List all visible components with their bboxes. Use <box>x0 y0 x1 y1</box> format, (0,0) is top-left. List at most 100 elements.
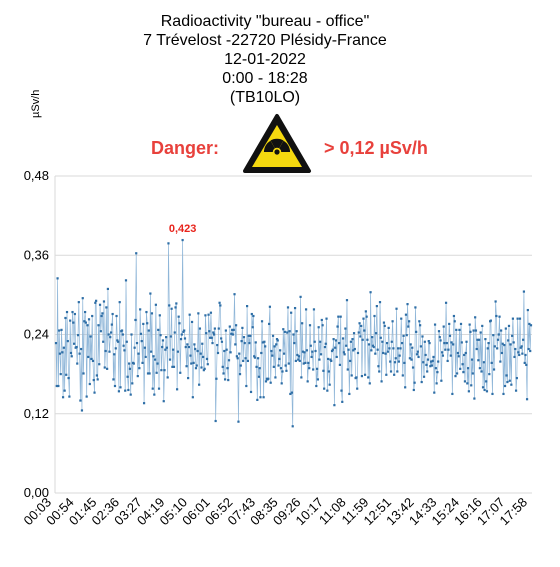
data-point <box>183 329 186 332</box>
data-point <box>448 334 452 337</box>
data-point <box>384 352 387 355</box>
data-point <box>189 354 192 357</box>
data-point <box>122 344 125 347</box>
data-point <box>521 352 524 355</box>
data-point <box>356 351 360 355</box>
data-point <box>372 345 375 349</box>
data-point <box>317 326 320 329</box>
data-point <box>249 390 253 394</box>
data-point <box>231 333 235 336</box>
data-point <box>116 339 119 342</box>
data-point <box>194 367 198 370</box>
data-point <box>264 380 268 383</box>
data-point <box>163 369 166 372</box>
data-point <box>323 345 327 349</box>
data-point <box>345 299 349 302</box>
data-point <box>285 369 288 372</box>
data-point <box>304 361 307 364</box>
data-point <box>425 363 428 366</box>
data-point <box>374 332 378 335</box>
data-point <box>416 350 419 353</box>
data-point <box>264 345 267 348</box>
data-point <box>292 333 295 336</box>
data-point <box>297 355 301 358</box>
y-tick-label: 0,48 <box>24 168 49 183</box>
data-point <box>430 364 434 367</box>
data-point <box>518 317 522 320</box>
data-point <box>268 305 272 308</box>
data-point <box>195 364 198 367</box>
data-point <box>144 355 147 359</box>
data-point <box>251 326 254 329</box>
data-point <box>135 341 139 345</box>
data-point <box>373 314 376 318</box>
data-point <box>343 353 346 356</box>
data-point <box>290 391 294 394</box>
data-point <box>409 343 412 346</box>
data-point <box>464 351 467 355</box>
data-point <box>426 358 430 361</box>
data-point <box>293 341 296 345</box>
data-point <box>366 338 369 341</box>
data-point <box>352 349 355 352</box>
data-point <box>454 375 457 378</box>
data-point <box>385 341 389 345</box>
data-point <box>420 380 423 384</box>
data-point <box>526 308 529 312</box>
data-point <box>407 325 410 328</box>
data-point <box>243 341 246 345</box>
data-point <box>168 304 171 307</box>
data-point <box>516 317 519 320</box>
data-point <box>218 301 221 304</box>
data-point <box>314 349 317 353</box>
data-point <box>89 335 92 338</box>
data-point <box>98 303 102 306</box>
data-point <box>210 336 213 339</box>
data-point <box>253 355 256 358</box>
data-point <box>452 314 456 318</box>
data-point <box>179 338 183 341</box>
data-point <box>308 367 311 370</box>
data-point <box>467 390 470 393</box>
data-point <box>415 353 419 356</box>
data-point <box>187 376 190 380</box>
data-point <box>482 361 485 364</box>
data-point <box>87 355 90 359</box>
data-point <box>231 328 234 331</box>
data-point <box>220 337 223 340</box>
data-point <box>66 340 69 343</box>
data-point <box>158 314 161 317</box>
data-point <box>500 329 503 332</box>
data-point <box>478 338 481 341</box>
data-point <box>455 328 458 331</box>
data-point <box>196 349 199 353</box>
data-point <box>390 340 393 343</box>
data-point <box>228 325 231 328</box>
grid-lines <box>54 175 532 494</box>
data-point <box>55 384 58 388</box>
data-point <box>217 327 220 330</box>
data-point <box>81 297 84 300</box>
data-point <box>470 384 473 387</box>
data-point <box>216 343 219 347</box>
data-point <box>187 345 191 349</box>
data-point <box>184 345 187 349</box>
data-point <box>183 337 187 340</box>
data-point <box>358 322 361 325</box>
data-point <box>247 334 250 337</box>
data-point <box>295 330 298 333</box>
data-point <box>205 332 208 335</box>
data-point <box>72 321 75 324</box>
data-point <box>261 341 264 344</box>
data-point <box>232 328 235 331</box>
data-point <box>117 390 121 393</box>
data-point <box>252 314 255 318</box>
data-point <box>418 320 421 323</box>
data-point <box>460 341 463 344</box>
data-point <box>179 371 182 374</box>
data-point <box>402 334 405 337</box>
data-point <box>392 347 395 350</box>
data-point <box>220 340 224 343</box>
data-point <box>523 361 526 364</box>
data-point <box>137 352 140 355</box>
